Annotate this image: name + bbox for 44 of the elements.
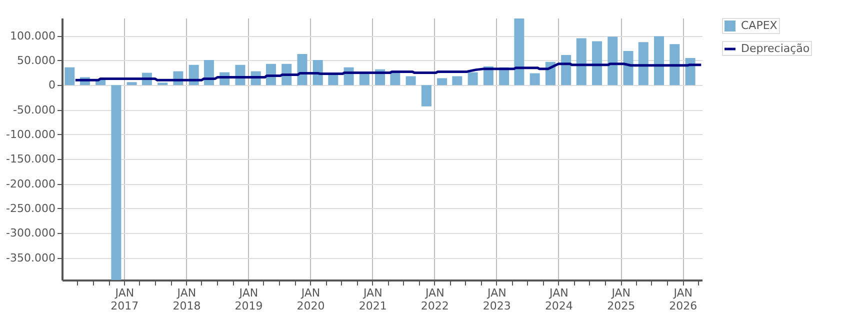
bar (64, 67, 75, 86)
bar (530, 73, 540, 86)
y-tick-label: -300.000 (6, 226, 56, 240)
y-tick-label: -50.000 (13, 103, 56, 116)
y-tick-label: 50.000 (17, 54, 56, 67)
bar (576, 38, 586, 86)
bar (608, 36, 618, 86)
bar (421, 85, 432, 106)
legend-label: CAPEX (741, 19, 778, 32)
x-tick-label: JAN 2019 (234, 286, 263, 312)
y-tick-label: 100.000 (10, 29, 56, 42)
bar (623, 51, 634, 86)
bar (685, 58, 696, 86)
y-tick-label: -350.000 (6, 251, 56, 264)
bar (514, 18, 524, 86)
y-tick-label: -200.000 (6, 177, 56, 190)
x-tick-label: JAN 2022 (420, 286, 449, 312)
x-tick-label: JAN 2020 (296, 286, 325, 312)
y-tick-label: -100.000 (6, 128, 56, 141)
line-series (74, 62, 702, 82)
bar (592, 41, 602, 86)
bar (670, 44, 680, 86)
bar (406, 76, 416, 86)
bar (158, 82, 168, 86)
bar (297, 54, 308, 86)
y-tick-label: -250.000 (6, 202, 56, 215)
bar (437, 78, 448, 86)
x-tick-label: JAN 2018 (172, 286, 201, 312)
bar (468, 72, 478, 86)
x-tick-label: JAN 2021 (358, 286, 387, 312)
x-tick-label: JAN 2026 (669, 286, 698, 312)
legend-label: Depreciação (741, 42, 810, 55)
y-tick-label: 0 (48, 78, 56, 92)
x-tick-label: JAN 2017 (110, 286, 139, 312)
bar (654, 36, 664, 86)
y-tick-label: -150.000 (6, 152, 56, 166)
x-tick-label: JAN 2024 (544, 286, 573, 312)
x-tick-label: JAN 2025 (607, 286, 636, 312)
bar (561, 55, 572, 86)
x-tick-label: JAN 2023 (482, 286, 511, 312)
bar (638, 42, 648, 86)
bar (111, 85, 122, 280)
bar (452, 76, 462, 86)
bar (126, 82, 137, 86)
